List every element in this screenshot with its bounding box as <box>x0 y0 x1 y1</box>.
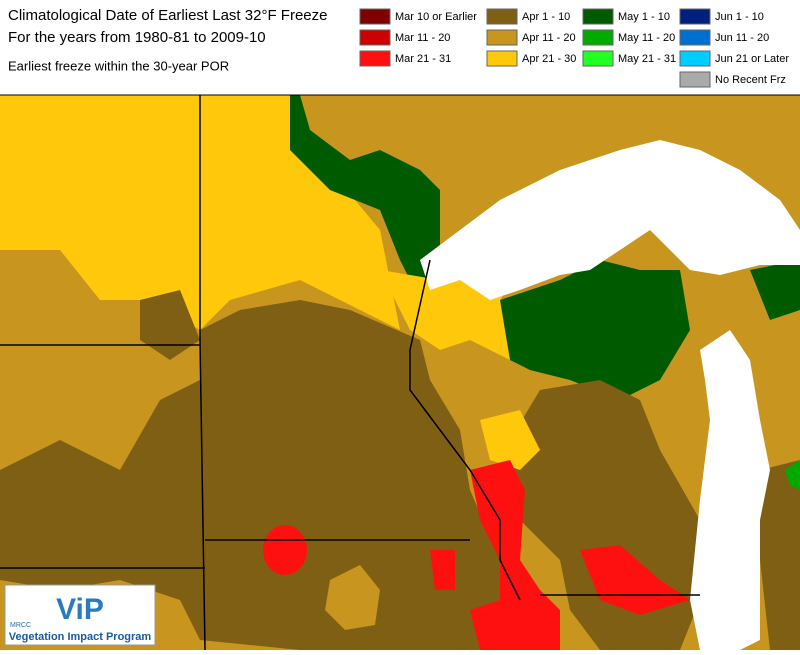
legend-label: Mar 10 or Earlier <box>395 11 477 23</box>
logo: MRCC ViP Vegetation Impact Program <box>4 584 156 646</box>
legend-swatch <box>486 8 518 25</box>
legend-swatch <box>359 29 391 46</box>
map-region <box>420 140 800 300</box>
title: Climatological Date of Earliest Last 32°… <box>8 7 327 24</box>
legend-label: No Recent Frz <box>715 74 786 86</box>
map-region <box>140 290 200 360</box>
legend-swatch <box>679 50 711 67</box>
state-line <box>409 259 521 601</box>
legend-label: Mar 11 - 20 <box>395 32 450 44</box>
legend-label: Apr 1 - 10 <box>522 11 570 23</box>
legend-label: Mar 21 - 31 <box>395 53 451 65</box>
legend-label: May 21 - 31 <box>618 53 676 65</box>
map-region <box>500 260 690 400</box>
map-region <box>785 460 800 490</box>
map-region <box>480 410 540 470</box>
map-region <box>0 300 560 650</box>
map-region <box>290 95 440 300</box>
logo-brand: ViP <box>56 593 104 626</box>
legend-label: May 1 - 10 <box>618 11 670 23</box>
map-region <box>580 545 690 615</box>
legend-swatch <box>486 29 518 46</box>
legend-swatch <box>679 29 711 46</box>
subtitle: For the years from 1980-81 to 2009-10 <box>8 29 266 46</box>
legend-label: Apr 21 - 30 <box>522 53 576 65</box>
legend-swatch <box>582 50 614 67</box>
legend-swatch <box>359 50 391 67</box>
logo-name: Vegetation Impact Program <box>9 631 152 643</box>
state-line <box>199 95 206 651</box>
legend-swatch <box>359 8 391 25</box>
map-region <box>690 330 770 650</box>
legend-swatch <box>679 71 711 88</box>
legend-label: Jun 1 - 10 <box>715 11 764 23</box>
map-region <box>430 550 455 590</box>
logo-box <box>4 584 156 646</box>
legend-label: May 11 - 20 <box>618 32 675 44</box>
map-region <box>325 565 380 630</box>
legend-swatch <box>582 8 614 25</box>
legend-swatch <box>486 50 518 67</box>
map-region <box>263 525 307 575</box>
legend-swatch <box>582 29 614 46</box>
map-region <box>750 260 800 320</box>
legend-label: Jun 21 or Later <box>715 53 789 65</box>
legend-label: Apr 11 - 20 <box>522 32 576 44</box>
legend-label: Jun 11 - 20 <box>715 32 769 44</box>
map <box>0 94 800 651</box>
legend-swatch <box>679 8 711 25</box>
legend: Mar 10 or Earlier Mar 11 - 20 Mar 21 - 31 A… <box>359 8 789 88</box>
map-region <box>760 460 800 650</box>
note: Earliest freeze within the 30-year POR <box>8 58 229 73</box>
logo-org: MRCC <box>10 622 31 629</box>
